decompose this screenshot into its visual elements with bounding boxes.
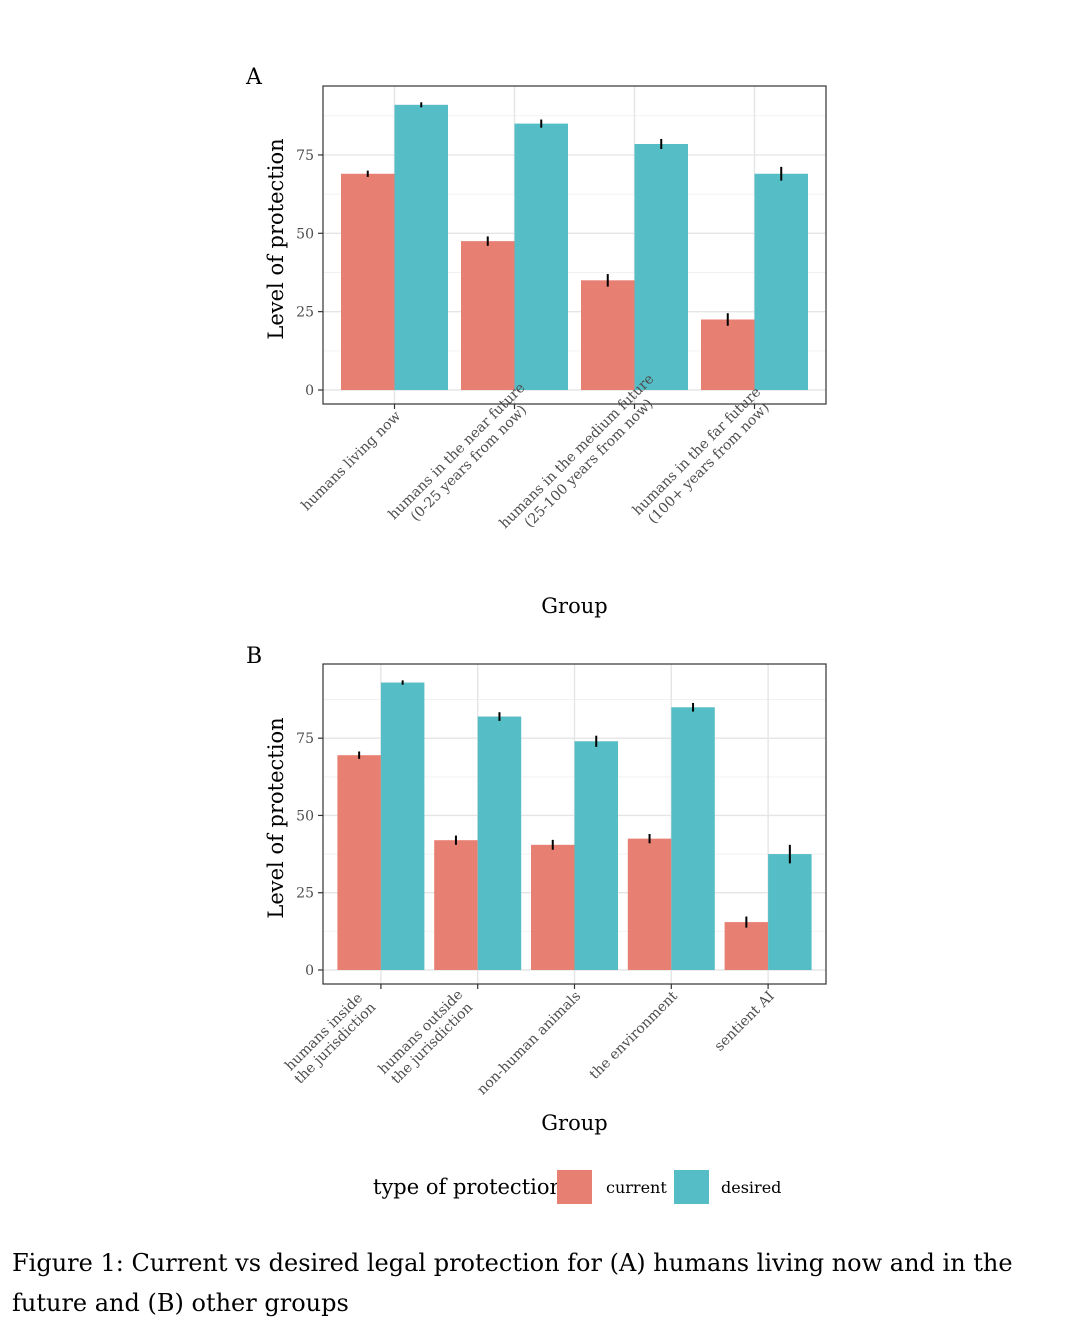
figure-caption: Figure 1: Current vs desired legal prote…	[12, 1249, 1013, 1317]
y-axis-title: Level of protection	[264, 717, 288, 918]
legend-swatch-current	[557, 1170, 592, 1204]
y-tick-label: 75	[296, 731, 314, 747]
bar-current	[581, 280, 635, 390]
x-axis-title: Group	[541, 594, 607, 618]
bar-current	[701, 319, 755, 390]
x-axis-title: Group	[541, 1111, 607, 1135]
x-tick-label-line: sentient AI	[712, 988, 778, 1054]
x-tick-label: humans living now	[298, 408, 404, 514]
x-tick-label: sentient AI	[712, 988, 778, 1054]
panel-label: B	[246, 644, 262, 669]
bar-current	[461, 241, 515, 390]
y-tick-label: 50	[296, 226, 314, 242]
bar-desired	[477, 716, 522, 970]
y-tick-label: 50	[296, 808, 314, 824]
legend: type of protection current desired	[373, 1170, 781, 1204]
y-tick-label: 0	[305, 383, 314, 399]
bar-desired	[514, 123, 568, 390]
bar-current	[341, 173, 395, 390]
bar-current	[627, 838, 672, 970]
legend-label-desired: desired	[721, 1178, 781, 1197]
bar-desired	[671, 707, 715, 970]
x-tick-label-line: non-human animals	[474, 988, 584, 1098]
x-tick-label: humans insidethe jurisdiction	[280, 988, 379, 1087]
x-tick-label-line: (100+ years from now)	[645, 400, 772, 527]
x-tick-label: non-human animals	[474, 988, 584, 1098]
legend-label-current: current	[606, 1178, 667, 1197]
y-axis-title: Level of protection	[264, 138, 288, 339]
x-tick-label: the environment	[587, 988, 682, 1083]
bar-current	[434, 840, 478, 970]
bar-desired	[380, 682, 425, 970]
y-tick-label: 75	[296, 148, 314, 164]
plot-frame	[322, 85, 827, 405]
panel-label: A	[245, 65, 263, 90]
bar-desired	[634, 143, 688, 390]
x-tick-label-line: humans living now	[298, 408, 404, 514]
panel-b: 0 25 50 75 humans insidethe jurisdictionhuma…	[246, 644, 827, 1135]
y-tick-label: 25	[296, 886, 314, 902]
bar-current	[531, 844, 575, 970]
x-tick-label-line: the environment	[587, 988, 682, 1083]
y-tick-label: 25	[296, 305, 314, 321]
bar-current	[724, 922, 769, 970]
y-tick-label: 0	[305, 963, 314, 979]
legend-swatch-desired	[674, 1170, 709, 1204]
x-tick-label: humans outsidethe jurisdiction	[376, 987, 478, 1089]
legend-title: type of protection	[373, 1175, 563, 1199]
bar-desired	[394, 104, 448, 390]
bar-current	[337, 755, 381, 970]
bar-desired	[768, 854, 812, 970]
bar-desired	[574, 741, 618, 970]
bar-desired	[754, 173, 808, 390]
